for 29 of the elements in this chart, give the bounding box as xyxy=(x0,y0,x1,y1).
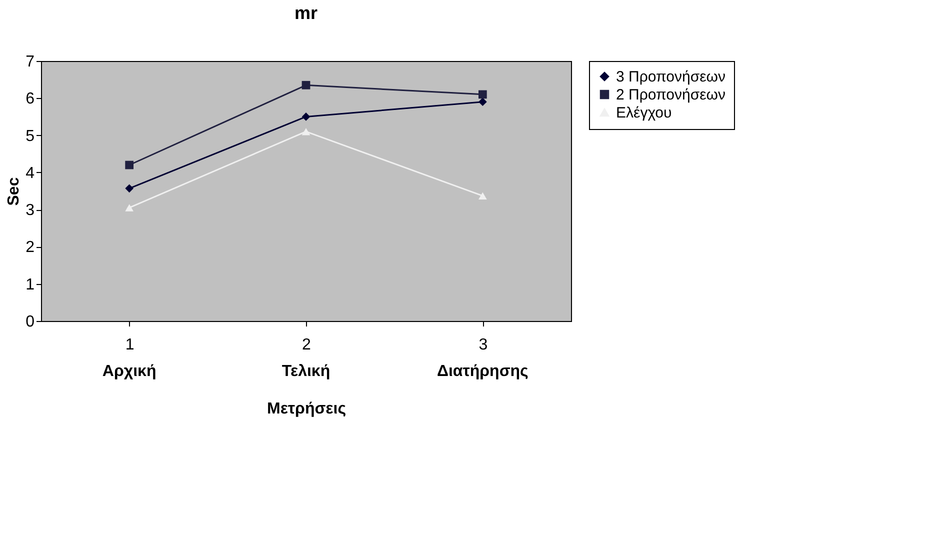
y-tick-label: 6 xyxy=(26,90,35,108)
y-tick-label: 0 xyxy=(26,314,35,330)
y-tick-label: 3 xyxy=(26,202,35,220)
legend-label: 2 Προπονήσεων xyxy=(616,86,726,104)
x-axis-title: Μετρήσεις xyxy=(266,400,346,418)
point xyxy=(478,98,487,106)
text: Διατήρησης xyxy=(436,363,528,380)
point xyxy=(125,160,134,170)
point xyxy=(302,112,310,121)
point xyxy=(478,192,487,200)
point xyxy=(302,128,310,136)
point xyxy=(478,90,487,99)
x-tick-label: 2 xyxy=(302,336,312,354)
x-tick-label: 3 xyxy=(478,336,488,354)
text: Τελική xyxy=(282,363,330,380)
legend-label: 3 Προπονήσεων xyxy=(616,68,726,86)
y-tick-label: 7 xyxy=(26,54,35,70)
legend-label: Ελέγχου xyxy=(616,104,672,122)
y-tick-label: 2 xyxy=(26,239,35,256)
point xyxy=(302,80,310,90)
y-tick-label: 5 xyxy=(26,128,35,145)
chart-title: mr xyxy=(294,3,318,23)
point xyxy=(125,184,134,193)
point xyxy=(125,204,134,212)
y-tick-label: 4 xyxy=(26,164,35,182)
y-axis-title: Sec xyxy=(6,177,23,206)
text: Αρχική xyxy=(102,363,156,380)
y-tick-label: 1 xyxy=(26,276,35,294)
x-tick-label: 1 xyxy=(125,336,134,354)
